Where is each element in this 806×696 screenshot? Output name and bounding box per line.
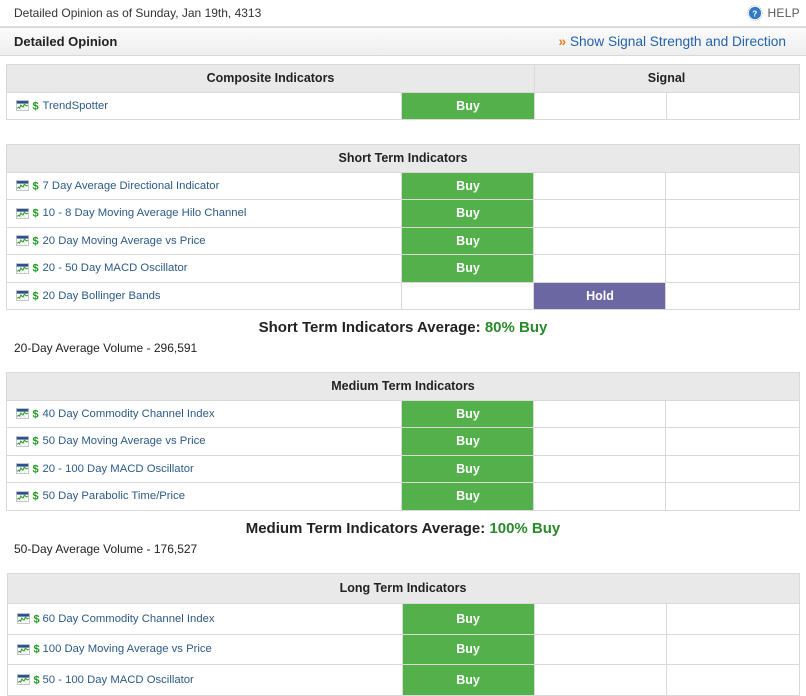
svg-text:$: $ bbox=[33, 263, 39, 274]
svg-text:$: $ bbox=[33, 491, 39, 502]
svg-text:$: $ bbox=[33, 290, 39, 301]
svg-text:$: $ bbox=[33, 235, 39, 246]
svg-text:$: $ bbox=[33, 463, 39, 474]
svg-text:$: $ bbox=[33, 613, 39, 624]
svg-text:$: $ bbox=[33, 436, 39, 447]
svg-text:$: $ bbox=[33, 644, 39, 655]
svg-text:$: $ bbox=[33, 100, 39, 111]
svg-text:$: $ bbox=[33, 208, 39, 219]
svg-text:$: $ bbox=[33, 674, 39, 685]
svg-text:?: ? bbox=[753, 8, 759, 18]
svg-text:$: $ bbox=[33, 408, 39, 419]
svg-text:$: $ bbox=[33, 180, 39, 191]
